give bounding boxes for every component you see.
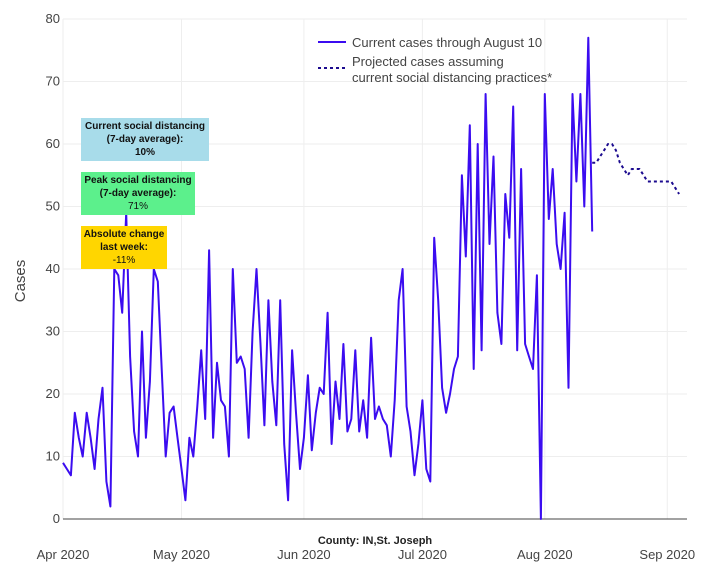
absolute-change-box: Absolute change last week: -11%: [81, 226, 167, 269]
absolute-change-subtitle: last week:: [100, 242, 148, 253]
peak-distancing-subtitle: (7-day average):: [99, 188, 177, 199]
y-tick-label: 60: [46, 136, 60, 151]
y-tick-label: 10: [46, 449, 60, 464]
y-axis-title: Cases: [12, 260, 29, 303]
x-tick-label: Apr 2020: [37, 547, 90, 562]
y-axis-ticks: 0 10 20 30 40 50 60 70 80: [46, 11, 60, 526]
current-distancing-subtitle: (7-day average):: [106, 134, 184, 145]
x-tick-label: Jul 2020: [398, 547, 447, 562]
x-tick-label: Jun 2020: [277, 547, 331, 562]
peak-distancing-value: 71%: [127, 201, 148, 212]
series-lines: [62, 36, 680, 520]
current-social-distancing-box: Current social distancing (7-day average…: [81, 118, 209, 161]
current-distancing-value: 10%: [134, 147, 155, 158]
legend-label-projected-line1: Projected cases assuming: [352, 54, 504, 69]
absolute-change-value: -11%: [112, 255, 136, 266]
grid-lines: [62, 18, 687, 519]
y-tick-label: 70: [46, 74, 60, 89]
x-tick-label: Sep 2020: [639, 547, 695, 562]
x-axis-ticks: Apr 2020 May 2020 Jun 2020 Jul 2020 Aug 2020…: [37, 547, 695, 562]
absolute-change-title: Absolute change: [83, 229, 165, 240]
legend-label-current: Current cases through August 10: [352, 35, 542, 50]
y-tick-label: 30: [46, 324, 60, 339]
y-tick-label: 20: [46, 386, 60, 401]
y-tick-label: 80: [46, 11, 60, 26]
legend-label-projected-line2: current social distancing practices*: [352, 70, 552, 85]
chart-caption: County: IN,St. Joseph: [318, 535, 433, 547]
legend[interactable]: Current cases through August 10 Projecte…: [318, 35, 552, 85]
current-distancing-title: Current social distancing: [84, 121, 206, 132]
y-tick-label: 50: [46, 199, 60, 214]
projected-cases-line: [592, 143, 680, 195]
peak-distancing-title: Peak social distancing: [84, 175, 192, 186]
y-tick-label: 40: [46, 261, 60, 276]
y-tick-label: 0: [53, 511, 60, 526]
x-tick-label: Aug 2020: [517, 547, 573, 562]
current-cases-line: [62, 36, 594, 520]
x-tick-label: May 2020: [153, 547, 210, 562]
peak-social-distancing-box: Peak social distancing (7-day average): …: [81, 172, 195, 215]
